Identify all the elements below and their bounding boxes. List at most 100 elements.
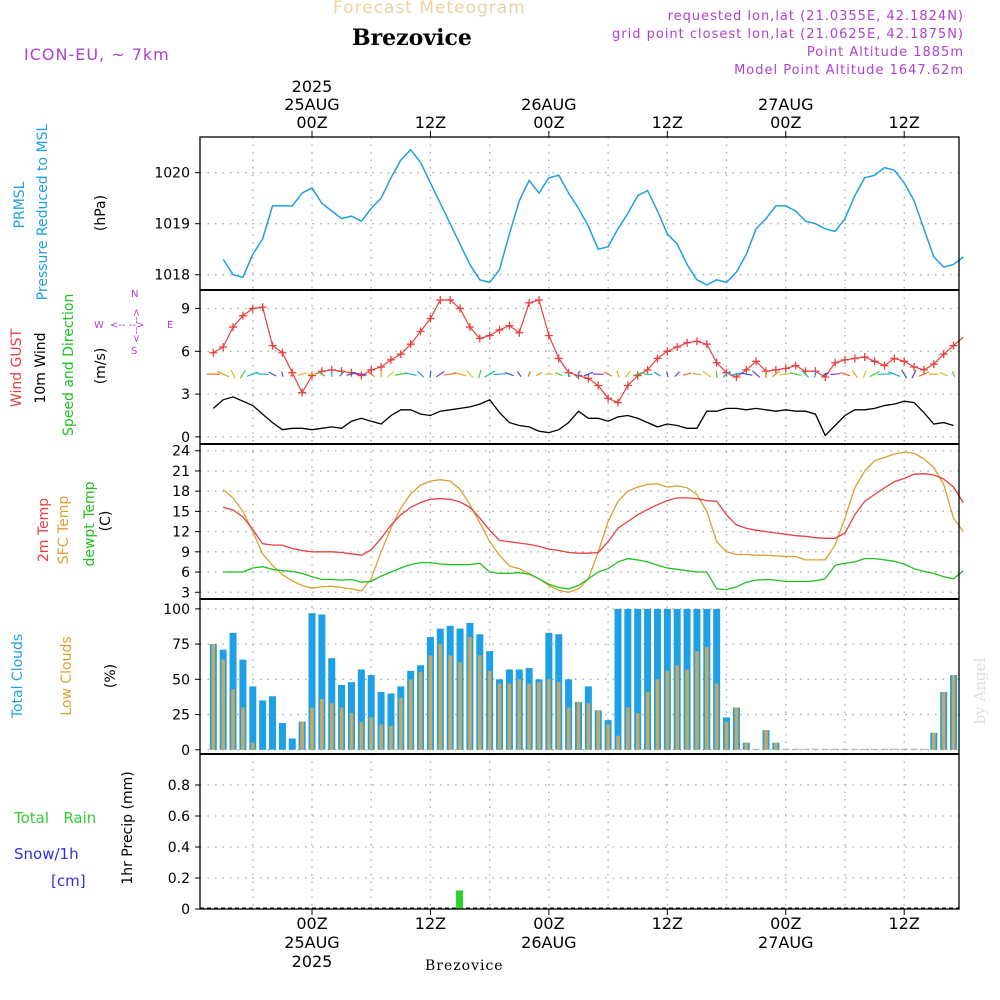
point-altitude: Point Altitude 1885m: [806, 45, 964, 60]
wind-direction-arrow: [355, 372, 367, 376]
wind-direction-arrow: [715, 370, 718, 378]
ytick-label: 18: [172, 484, 190, 500]
total-cloud-bar: [377, 692, 385, 750]
time-label-top: 00Z: [296, 113, 327, 132]
wind-direction-arrow: [555, 372, 563, 377]
low-cloud-bar: [586, 703, 591, 750]
gust-marker: [347, 368, 356, 377]
gust-marker: [535, 295, 544, 304]
total-cloud-bar: [841, 748, 849, 750]
wind-direction-arrow: [702, 370, 712, 378]
wind-direction-arrow: [367, 371, 375, 378]
total-cloud-bar: [851, 748, 859, 750]
low-cloud-bar: [616, 735, 620, 750]
gust-marker: [367, 365, 376, 374]
ytick-label: 0.2: [168, 871, 190, 887]
wind-direction-arrow: [307, 373, 317, 376]
wind-direction-arrow: [625, 370, 631, 378]
low-cloud-bar: [300, 721, 304, 750]
ytick-label: 12: [172, 525, 190, 541]
total-cloud-bar: [831, 748, 839, 750]
snow-label: Snow/1h: [14, 845, 79, 863]
low-cloud-bar: [379, 724, 383, 750]
wind-direction-arrow: [653, 371, 661, 377]
time-label-bottom: 27AUG: [758, 933, 813, 952]
low-cloud-bar: [438, 644, 443, 750]
gust-marker: [515, 328, 524, 337]
wind-direction-arrow: [404, 372, 417, 377]
gust-marker: [505, 321, 514, 330]
gust-marker: [791, 361, 800, 370]
total-cloud-bar: [249, 686, 257, 750]
ytick-label: 15: [172, 504, 190, 520]
wind-direction-arrow: [642, 373, 653, 376]
total-cloud-bar: [644, 608, 652, 750]
gust-marker: [939, 350, 948, 359]
gust-marker: [890, 354, 899, 363]
gust-marker: [406, 340, 415, 349]
gust-marker: [238, 311, 247, 320]
time-label-top: 12Z: [889, 113, 920, 132]
wind-direction-arrow: [830, 373, 840, 376]
wind-direction-arrow: [230, 369, 236, 379]
ytick-label: 0: [181, 743, 190, 759]
wind-direction-arrow: [435, 370, 445, 378]
gust-marker: [910, 363, 919, 371]
low-cloud-bar: [537, 682, 541, 750]
gust-marker: [308, 371, 316, 380]
ytick-label: 25: [172, 708, 190, 724]
low-cloud-bar: [705, 646, 709, 750]
gust-marker: [653, 354, 662, 363]
ytick-label: 75: [172, 637, 190, 653]
low-cloud-bar: [477, 655, 482, 750]
time-label-bottom: 00Z: [770, 914, 801, 933]
gust-marker: [752, 357, 761, 366]
ytick-label: 0.8: [168, 778, 190, 794]
total-cloud-bar: [821, 748, 829, 750]
ytick-label: 9: [181, 302, 190, 318]
time-label-top: 00Z: [533, 113, 564, 132]
low-cloud-bar: [665, 670, 670, 750]
requested-coords: requested lon,lat (21.0355E, 42.1824N): [667, 9, 964, 24]
gust-marker: [623, 381, 632, 390]
total-cloud-bar: [318, 614, 326, 750]
low-cloud-bar: [369, 717, 374, 750]
wind-direction-arrow: [535, 372, 543, 377]
low-cloud-bar: [655, 679, 660, 750]
wind-direction-arrow: [527, 371, 531, 378]
time-label-top: 12Z: [415, 113, 446, 132]
rain-bar: [456, 890, 464, 909]
wind-direction-arrow: [814, 370, 817, 378]
time-label-top: 12Z: [652, 113, 683, 132]
gust-marker: [673, 343, 682, 352]
gust-line: [213, 299, 964, 404]
time-label-bottom: 2025: [292, 952, 333, 971]
total-cloud-bar: [871, 748, 879, 750]
total-cloud-bar: [900, 748, 908, 750]
total-cloud-bar: [792, 748, 800, 750]
low-cloud-bar: [339, 707, 344, 750]
compass-ew-arrows: <-- -->: [110, 320, 145, 331]
gust-marker: [248, 304, 257, 313]
compass-south: S: [131, 346, 138, 357]
wind-direction-arrow: [740, 372, 753, 376]
gust-marker: [298, 388, 307, 397]
gust-marker: [564, 368, 573, 377]
gust-marker: [377, 363, 386, 371]
total-cloud-bar: [713, 608, 721, 750]
t2m-line: [223, 473, 964, 556]
total-cloud-bar: [278, 723, 286, 750]
gust-marker: [268, 341, 277, 350]
low-cloud-bar: [458, 662, 462, 750]
wind-direction-arrow: [281, 371, 284, 377]
wind-direction-arrow: [911, 369, 917, 379]
footer-station: Brezovice: [425, 958, 504, 974]
low-cloud-bar: [359, 721, 364, 750]
total-cloud-bar: [259, 700, 267, 750]
low-cloud-bar: [724, 721, 729, 750]
wind-direction-arrow: [453, 371, 467, 377]
low-cloud-bar: [231, 689, 235, 750]
gust-marker: [485, 331, 494, 340]
pressure-line: [222, 148, 964, 286]
